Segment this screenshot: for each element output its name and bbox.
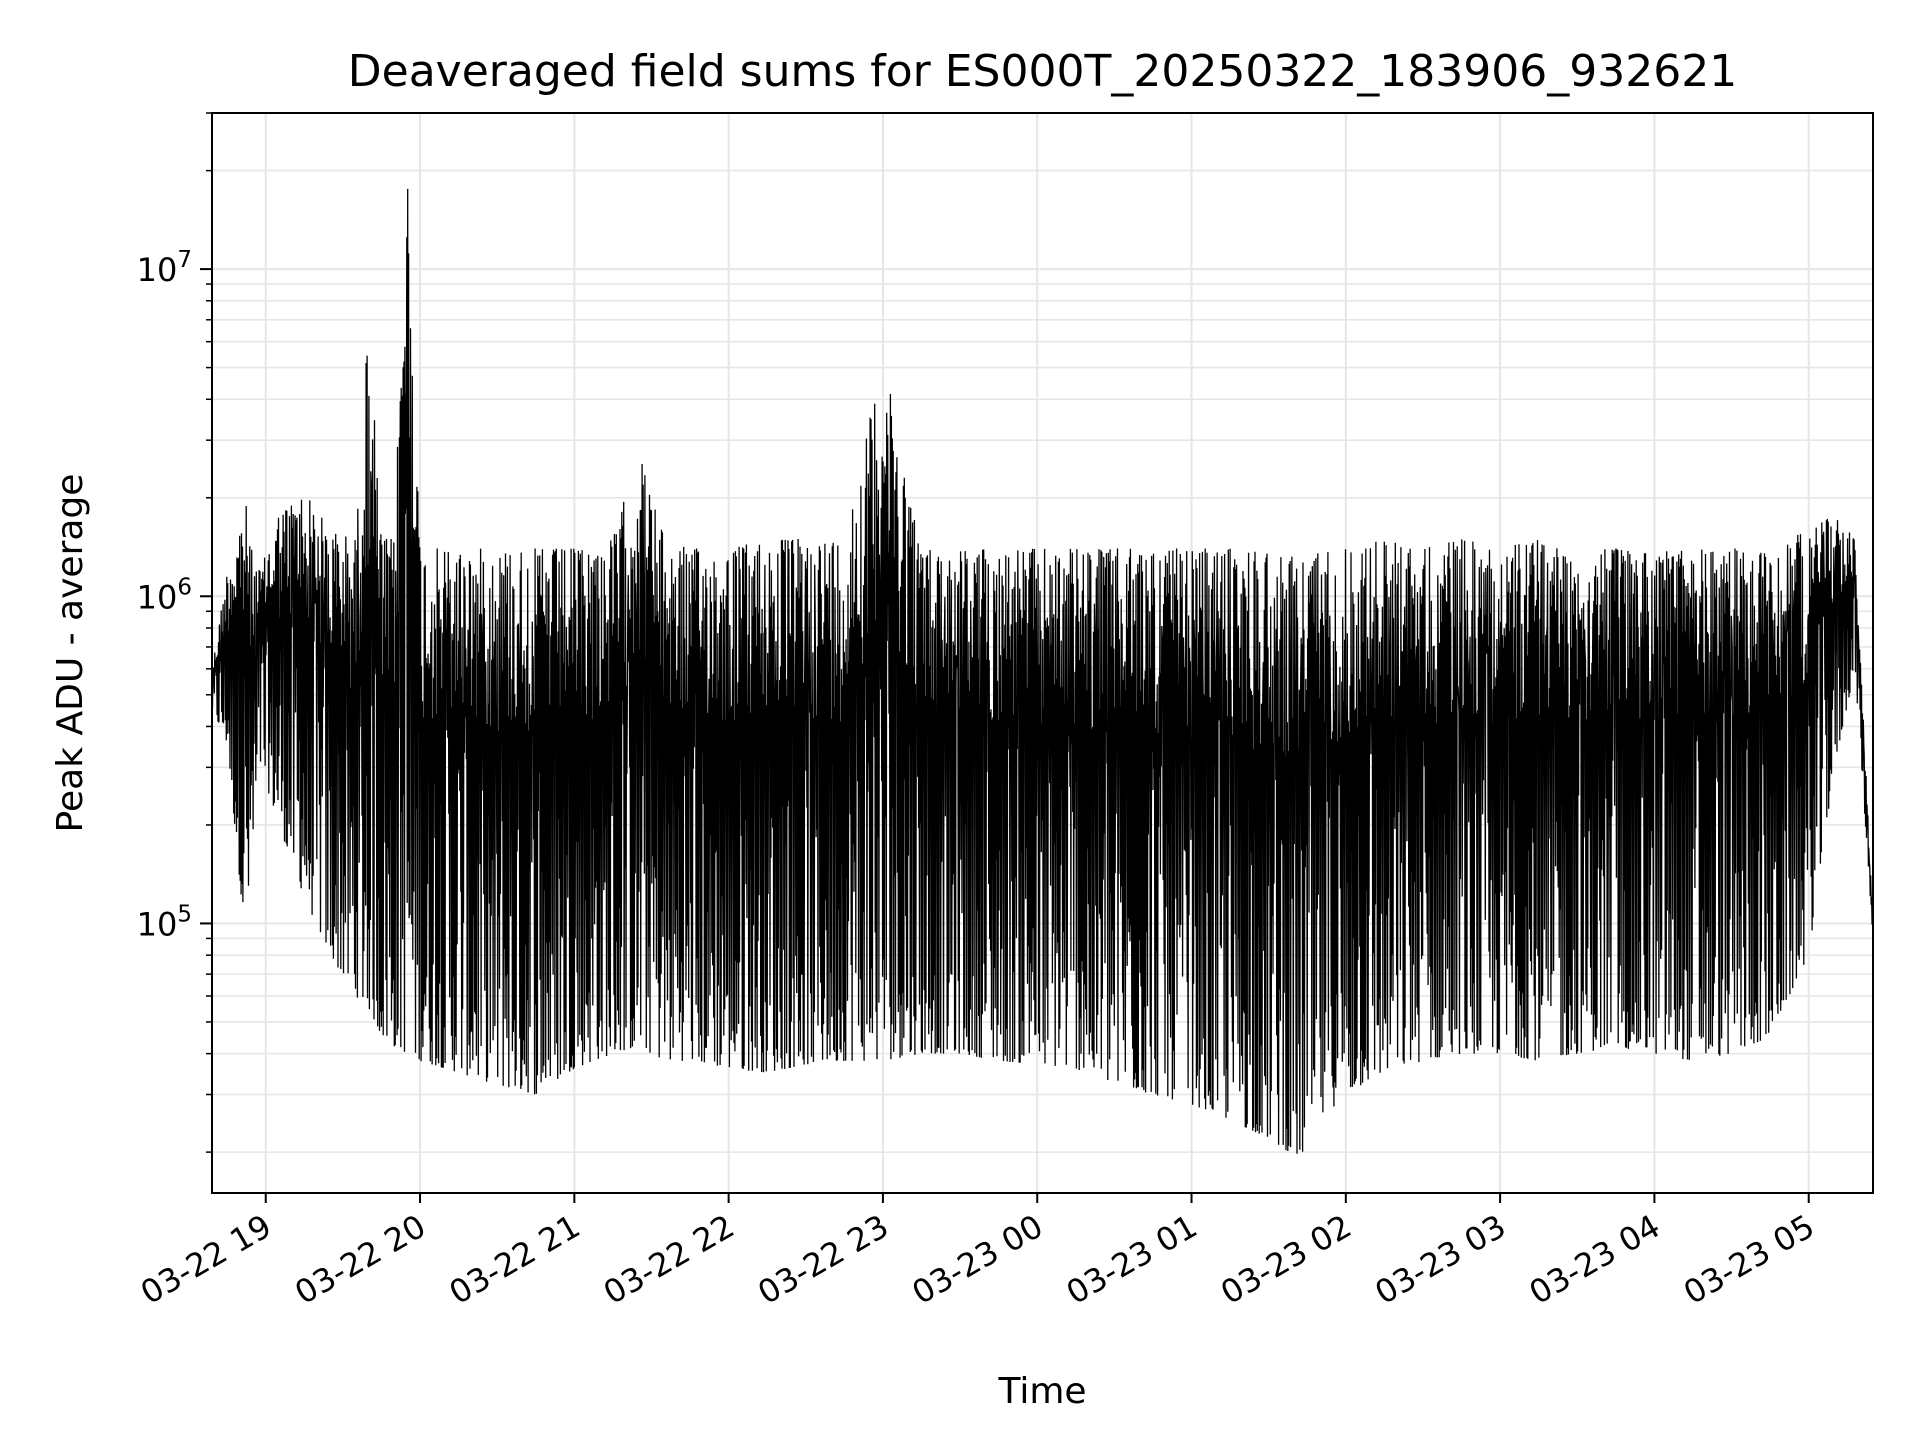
- x-tick-label: 03-23 05: [1677, 1207, 1821, 1312]
- y-axis: 105 106 107: [137, 112, 212, 1153]
- x-tick-label: 03-23 02: [1214, 1207, 1358, 1312]
- series-line: [211, 188, 1874, 1154]
- x-tick-label: 03-22 21: [443, 1207, 587, 1312]
- x-axis: 03-22 19 03-22 20 03-22 21 03-22 22 03-22 23…: [134, 1193, 1821, 1312]
- x-tick-label: 03-22 22: [597, 1207, 741, 1312]
- x-tick-label: 03-22 20: [288, 1207, 432, 1312]
- chart-title: Deaveraged field sums for ES000T_2025032…: [348, 46, 1737, 97]
- x-tick-label: 03-23 03: [1369, 1207, 1513, 1312]
- y-axis-title: Peak ADU - average: [50, 474, 91, 833]
- x-tick-label: 03-22 19: [134, 1207, 278, 1312]
- series-layer: [211, 188, 1874, 1154]
- x-tick-label: 03-22 23: [751, 1207, 895, 1312]
- x-axis-title: Time: [997, 1371, 1086, 1412]
- x-tick-label: 03-23 01: [1060, 1207, 1204, 1312]
- plot-frame: [211, 112, 1874, 1194]
- y-tick-label: 106: [137, 574, 192, 616]
- x-tick-label: 03-23 00: [906, 1207, 1050, 1312]
- y-tick-label: 105: [137, 901, 192, 943]
- x-tick-label: 03-23 04: [1523, 1207, 1667, 1312]
- y-tick-label: 107: [137, 247, 192, 289]
